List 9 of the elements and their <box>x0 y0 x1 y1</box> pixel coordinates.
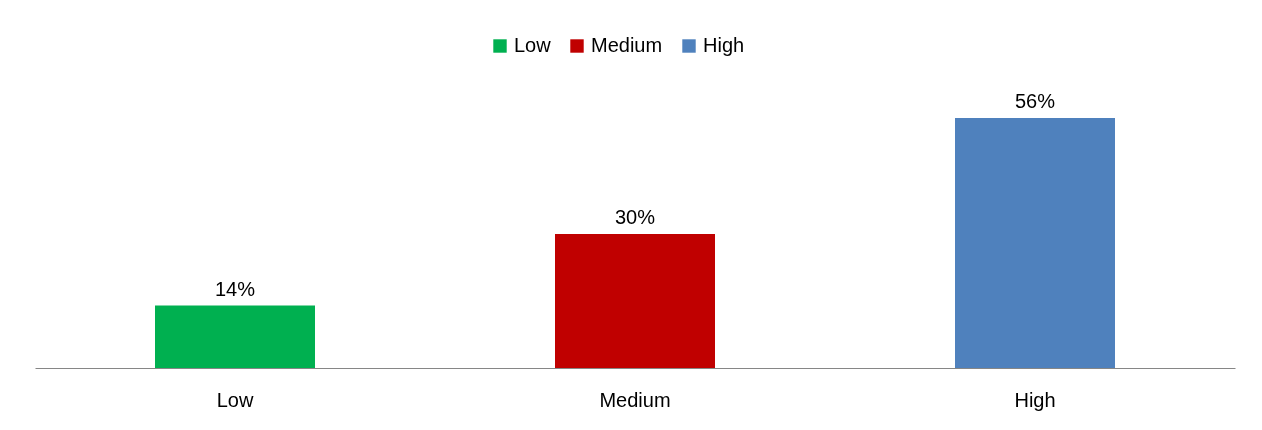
x-tick-label: High <box>1014 388 1056 411</box>
data-label: 56% <box>1014 90 1056 112</box>
legend-label: Low <box>514 34 552 56</box>
data-label: 30% <box>614 206 656 229</box>
data-label: 14% <box>214 277 256 300</box>
x-tick-label: Low <box>216 388 254 411</box>
legend-label: High <box>703 34 745 56</box>
legend-label: Medium <box>591 34 663 56</box>
x-tick-label: Medium <box>599 388 671 411</box>
